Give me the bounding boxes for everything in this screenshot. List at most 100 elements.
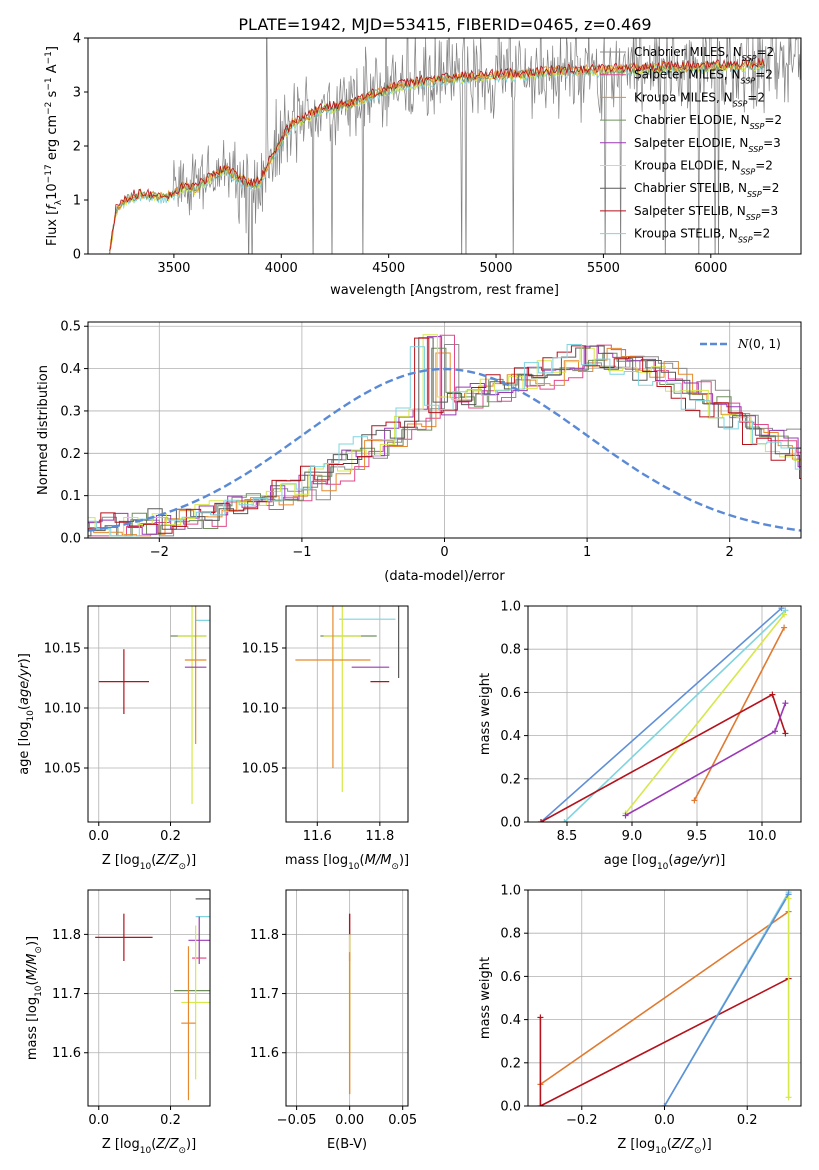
- y-tick-label: 0.4: [500, 729, 521, 744]
- plot-data-layer: [98, 606, 210, 804]
- label-part: )]: [399, 853, 409, 868]
- axes-frame: [285, 889, 409, 1107]
- label-part: )]: [186, 853, 196, 868]
- legend-label-sub: SSP: [738, 235, 753, 244]
- x-tick-label: 0.2: [160, 1113, 181, 1128]
- weight-line-salpeter-stelib: [539, 977, 789, 1106]
- weight-line-salpeter-elodie: [625, 702, 787, 817]
- legend-label-n: N: [737, 337, 749, 351]
- x-tick-label: 4500: [372, 261, 405, 276]
- label-part: 10: [45, 183, 60, 200]
- label-part: ⊙: [391, 862, 399, 872]
- label-part: age [log: [17, 722, 32, 775]
- x-axis-label: wavelength [Angstrom, rest frame]: [330, 283, 559, 298]
- y-tick-label: 0.8: [500, 927, 521, 942]
- label-part: )]: [702, 1137, 712, 1152]
- gaussian-curve: [88, 367, 801, 532]
- legend-label: Salpeter MILES, NSSP=2: [634, 68, 773, 86]
- label-part: Flux [: [45, 210, 60, 246]
- y-axis-label: mass [log10(M/M⊙)]: [25, 936, 44, 1060]
- x-tick-label: 11.8: [365, 829, 394, 844]
- observed-spectrum-line: [109, 38, 801, 254]
- y-tick-label: 11.6: [250, 1046, 279, 1061]
- label-part: 10: [140, 862, 152, 872]
- legend-label-sub: SSP: [747, 190, 762, 199]
- weight-vs-age-axes: 8.5 9.0 9.5 10.0 0.0 0.2 0.4 0.6 0.8 1.0 age [log1…: [478, 600, 802, 872]
- x-tick-label: 0.0: [654, 1113, 675, 1128]
- label-part: −1: [44, 51, 54, 64]
- y-axis-label: age [log10(age/yr)]: [17, 653, 36, 775]
- x-tick-label: 2: [726, 545, 734, 560]
- plot-data-layer: [95, 898, 210, 1101]
- y-tick-label: 0.2: [60, 447, 81, 462]
- weight-vs-metallicity-axes: −0.2 0.0 0.2 0.0 0.2 0.4 0.6 0.8 1.0 Z [log10(Z/Z…: [478, 884, 802, 1156]
- y-tick-label: 0.2: [500, 772, 521, 787]
- y-tick-label: 3: [73, 86, 81, 101]
- legend-label-sub: SSP: [742, 54, 757, 63]
- label-part: 10: [657, 862, 669, 872]
- label-part: −17: [44, 164, 54, 183]
- histogram-kroupa-elodie: [88, 334, 801, 537]
- y-axis-label: Normed distribution: [36, 365, 51, 495]
- y-tick-label: 10.10: [242, 702, 279, 717]
- y-tick-label: 10.05: [44, 762, 81, 777]
- label-part: (: [151, 1137, 156, 1152]
- label-part: (: [360, 853, 365, 868]
- legend-label-text: Kroupa STELIB, N: [634, 227, 738, 241]
- spectrum-axes: 3500 4000 4500 5000 5500 6000 0 1 2 3 4 wavelength …: [44, 32, 802, 298]
- histogram-salpeter-miles: [88, 334, 801, 537]
- y-tick-label: 0.0: [500, 1100, 521, 1115]
- label-part: Z [log: [617, 1137, 655, 1152]
- x-tick-label: 0.2: [160, 829, 181, 844]
- y-tick-label: 10.05: [242, 762, 279, 777]
- x-tick-label: 0: [440, 545, 448, 560]
- legend-label-text: Chabrier STELIB, N: [634, 181, 747, 195]
- weight-line-kroupa-elodie: [624, 614, 785, 814]
- mass-vs-metallicity-axes: 0.0 0.211.611.711.8Z [log10(Z/Z⊙)]mass [l…: [25, 889, 211, 1156]
- legend-label-n: =2: [755, 68, 773, 82]
- label-part: Z/Z: [671, 1137, 695, 1152]
- histogram-chabrier-miles: [88, 344, 801, 537]
- label-part: M/M: [25, 954, 40, 981]
- legend-label-sub: SSP: [750, 122, 765, 131]
- legend-label-n: =2: [762, 181, 780, 195]
- x-axis-label: age [log10(age/yr)]: [604, 853, 726, 872]
- x-tick-label: 9.0: [622, 829, 643, 844]
- label-part: (: [151, 853, 156, 868]
- x-tick-label: 8.5: [557, 829, 578, 844]
- x-tick-label: 9.5: [687, 829, 708, 844]
- histogram-kroupa-miles: [88, 347, 801, 537]
- legend-label-n: =2: [747, 90, 765, 104]
- axes-frame: [285, 605, 409, 823]
- legend-label: Kroupa STELIB, NSSP=2: [634, 227, 770, 245]
- label-part: ]: [45, 46, 60, 51]
- weight-line-extra-blue: [663, 893, 790, 1106]
- y-tick-label: 1.0: [500, 884, 521, 899]
- x-tick-label: 0.2: [737, 1113, 758, 1128]
- y-tick-label: 11.8: [52, 928, 81, 943]
- y-axis-label: mass weight: [478, 673, 493, 755]
- x-axis-label: (data-model)/error: [384, 569, 505, 584]
- y-tick-label: 1.0: [500, 600, 521, 615]
- y-tick-label: 0.6: [500, 686, 521, 701]
- x-tick-label: 5000: [479, 261, 512, 276]
- plot-data-layer: [109, 38, 801, 254]
- plot-data-layer: [538, 606, 789, 822]
- label-part: ⊙: [694, 1146, 702, 1156]
- figure-title: PLATE=1942, MJD=53415, FIBERID=0465, z=0…: [238, 15, 651, 34]
- y-tick-label: 0.3: [60, 404, 81, 419]
- legend-label-n: =2: [755, 159, 773, 173]
- plot-data-layer: [295, 606, 400, 792]
- x-axis-label: Z [log10(Z/Z⊙)]: [102, 1137, 196, 1156]
- model-line-salpeter-stelib: [109, 57, 765, 251]
- label-part: Z/Z: [155, 853, 179, 868]
- axes-frame: [527, 605, 802, 823]
- x-tick-label: 5500: [587, 261, 620, 276]
- x-tick-label: 1: [583, 545, 591, 560]
- label-part: Z [log: [102, 1137, 140, 1152]
- legend-label-text: Salpeter MILES, N: [634, 68, 741, 82]
- legend-label-text: Kroupa MILES, N: [634, 90, 733, 104]
- residual-histogram-axes: −2 −1 0 1 2 0.0 0.1 0.2 0.3 0.4 0.5 (data-model)/er…: [36, 320, 802, 584]
- label-part: ⊙: [34, 946, 44, 954]
